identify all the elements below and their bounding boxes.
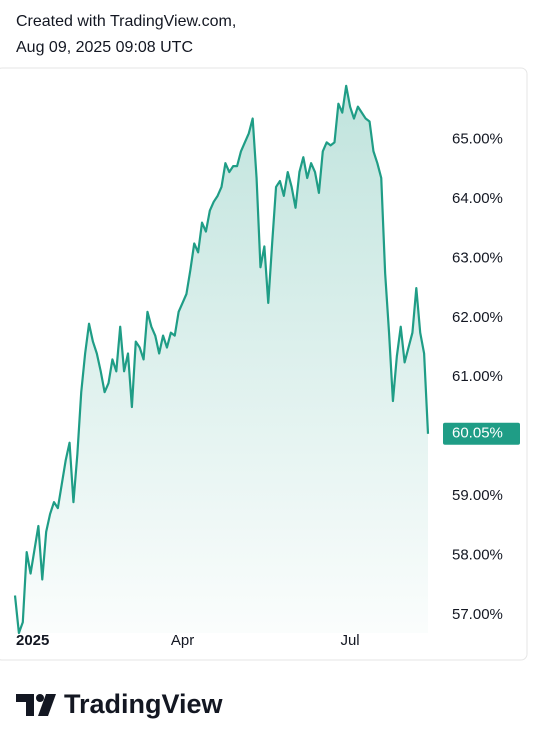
x-tick-label: Apr (171, 632, 194, 649)
y-tick-label: 61.00% (452, 368, 503, 385)
y-tick-label: 59.00% (452, 487, 503, 504)
chart-frame (0, 67, 528, 661)
last-value-label: 60.05% (452, 425, 503, 442)
last-value-box (443, 422, 520, 445)
area-fill (15, 85, 428, 634)
y-tick-label: 62.00% (452, 309, 503, 326)
brand: TradingView (64, 689, 224, 719)
logo (16, 694, 56, 716)
header-line: Created with TradingView.com, (16, 13, 236, 30)
y-tick-label: 65.00% (452, 130, 503, 147)
y-tick-label: 58.00% (452, 547, 503, 564)
line (13, 84, 430, 635)
x-tick-label: 2025 (16, 632, 49, 649)
y-tick-label: 57.00% (452, 606, 503, 623)
x-tick-label: Jul (340, 632, 359, 649)
y-tick-label: 64.00% (452, 190, 503, 207)
y-tick-label: 63.00% (452, 249, 503, 266)
header-line: Aug 09, 2025 09:08 UTC (16, 39, 193, 56)
